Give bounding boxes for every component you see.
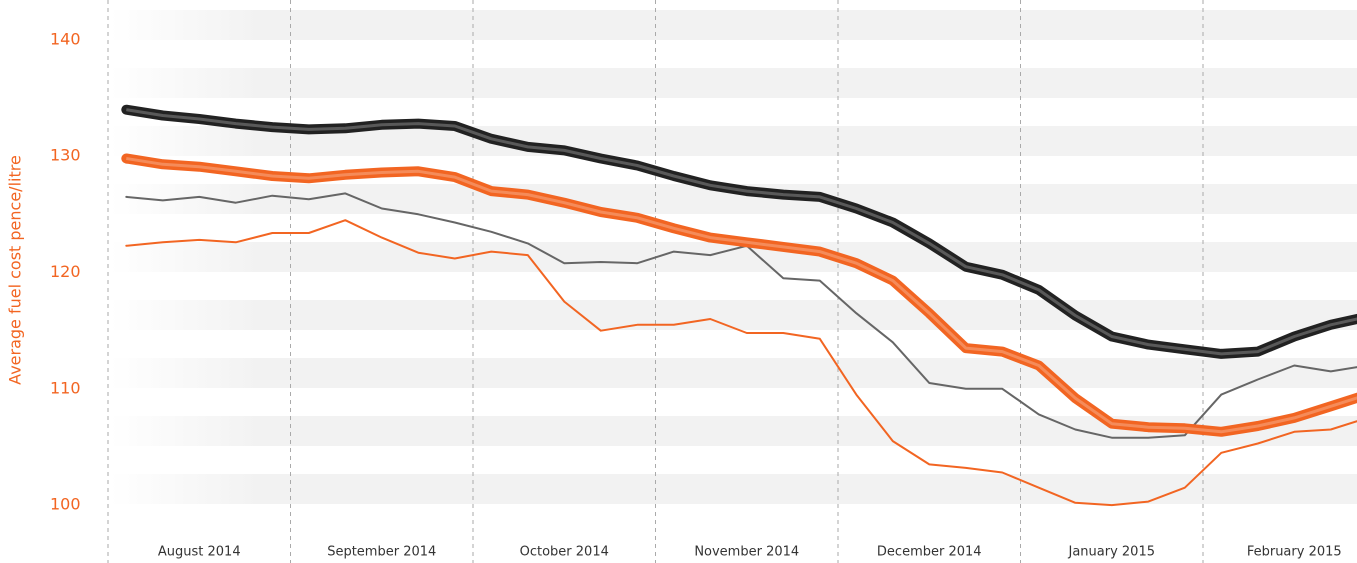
background-bands <box>110 10 1357 504</box>
x-tick-label: August 2014 <box>158 545 241 560</box>
x-tick-label: February 2015 <box>1247 545 1342 560</box>
x-tick-label: November 2014 <box>694 545 799 560</box>
series-line-highlight <box>126 157 1357 434</box>
x-tick-label: September 2014 <box>327 545 436 560</box>
series-line <box>121 153 1357 437</box>
x-tick-label: October 2014 <box>520 545 609 560</box>
series-line <box>125 219 1357 507</box>
y-tick-label: 100 <box>50 495 81 514</box>
y-tick-label: 120 <box>50 262 81 281</box>
series-line-highlight <box>126 108 1357 356</box>
y-axis-label: Average fuel cost pence/litre <box>6 155 25 385</box>
y-tick-label: 130 <box>50 146 81 165</box>
x-tick-label: December 2014 <box>877 545 982 560</box>
y-tick-label: 140 <box>50 29 81 48</box>
y-tick-label: 110 <box>50 378 81 397</box>
series-line <box>121 104 1357 359</box>
x-tick-label: January 2015 <box>1068 545 1156 560</box>
